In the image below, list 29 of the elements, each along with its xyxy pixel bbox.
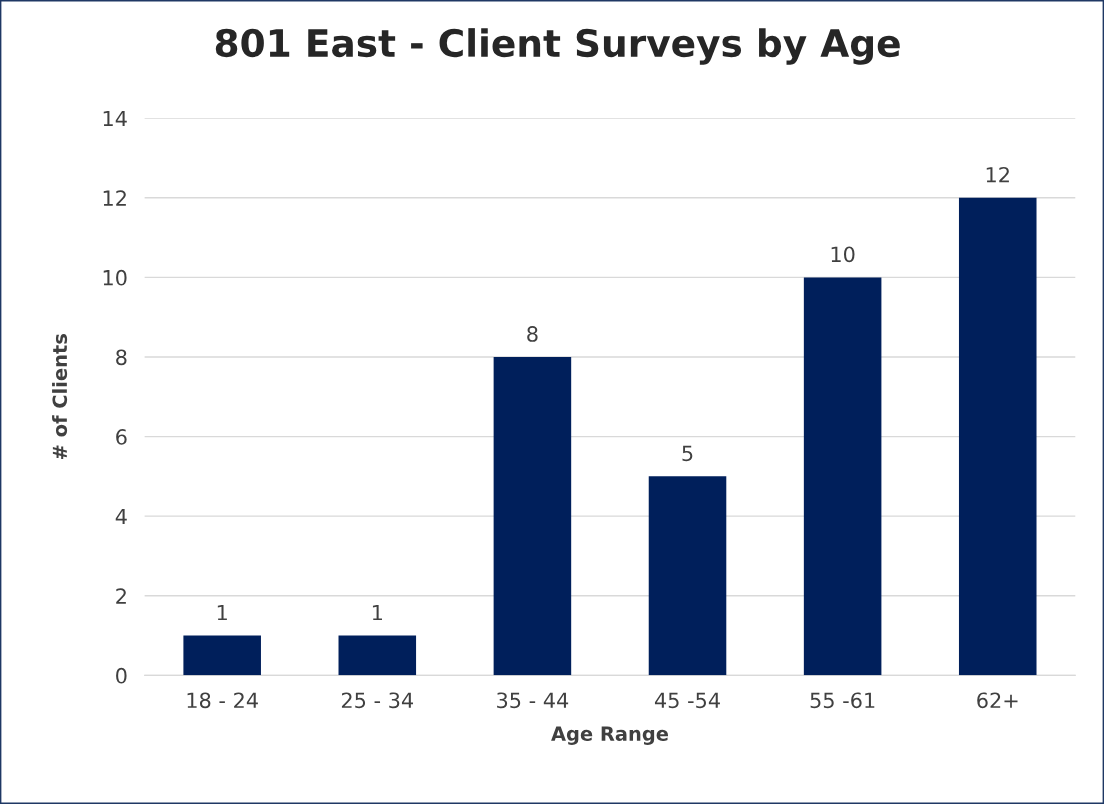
- y-tick-label: 6: [116, 429, 127, 445]
- bar: [648, 476, 727, 676]
- x-tick-label: 55 -61: [810, 692, 875, 709]
- y-tick-label: 2: [116, 588, 126, 604]
- data-label: 1: [217, 604, 227, 621]
- y-tick-label: 0: [116, 667, 127, 684]
- chart-title: 801 East - Client Surveys by Age: [215, 28, 900, 65]
- data-label: 12: [986, 166, 1009, 183]
- x-tick-label: 25 - 34: [341, 692, 414, 709]
- bar: [183, 635, 261, 676]
- x-axis-title: Age Range: [551, 726, 668, 745]
- data-label: 5: [682, 445, 693, 462]
- y-tick-label: 4: [115, 508, 127, 525]
- x-tick-label: 62+: [977, 692, 1018, 709]
- y-axis-title: # of Clients: [52, 334, 68, 460]
- data-label: 8: [527, 326, 538, 342]
- y-tick-label: 10: [103, 269, 127, 286]
- y-tick-label: 14: [103, 110, 127, 127]
- data-label: 1: [372, 604, 382, 621]
- x-tick-label: 35 - 44: [497, 692, 569, 709]
- bar: [958, 197, 1037, 676]
- y-tick-label: 8: [116, 349, 127, 366]
- bar: [493, 356, 572, 676]
- bar: [803, 277, 882, 676]
- bar: [338, 635, 417, 676]
- y-tick-label: 12: [103, 190, 126, 206]
- x-tick-label: 45 -54: [654, 692, 720, 709]
- data-label: 10: [831, 246, 855, 263]
- x-tick-label: 18 - 24: [187, 692, 258, 709]
